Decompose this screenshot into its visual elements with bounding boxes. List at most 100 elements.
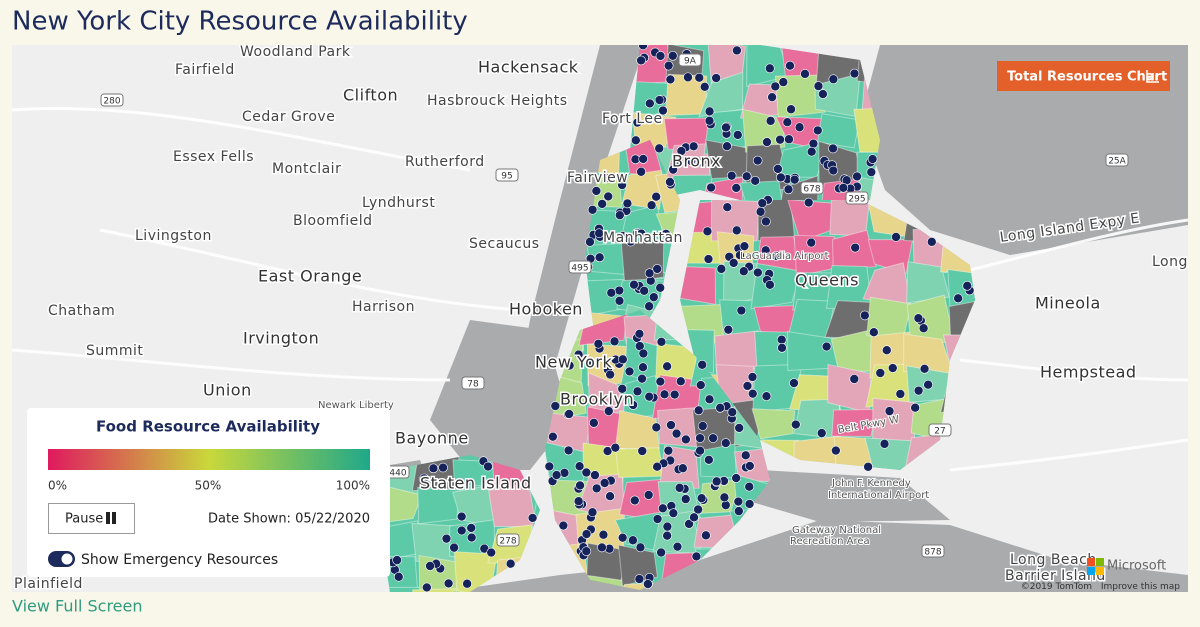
resource-marker — [591, 186, 602, 196]
provider-name: Microsoft — [1107, 559, 1166, 574]
resource-marker — [662, 361, 672, 372]
resource-marker — [644, 301, 654, 312]
route-number: 295 — [848, 195, 865, 205]
resource-marker — [527, 513, 538, 523]
resource-marker — [639, 285, 649, 296]
resource-marker — [828, 143, 838, 154]
button-label[interactable]: Total Resources Chart — [1007, 70, 1167, 85]
route-number: 495 — [571, 264, 588, 274]
resource-marker — [683, 72, 693, 83]
resource-marker — [656, 547, 666, 558]
pause-label[interactable]: Pause — [65, 512, 103, 527]
place-label: Chatham — [48, 303, 115, 319]
legend-gradient — [48, 449, 370, 470]
resource-marker — [760, 245, 771, 256]
resource-marker — [719, 492, 730, 503]
resource-marker — [953, 293, 963, 304]
resource-marker — [755, 206, 766, 217]
road — [969, 218, 1188, 272]
resource-marker — [776, 172, 786, 183]
resource-marker — [563, 445, 574, 456]
resource-marker — [629, 279, 639, 290]
place-label: John F. Kennedy — [831, 478, 911, 489]
resource-marker — [644, 391, 655, 402]
resource-marker — [651, 422, 662, 433]
resource-marker — [628, 400, 638, 410]
place-label: Irvington — [243, 329, 319, 348]
attribution: ©2019 TomTom Improve this map — [1021, 582, 1181, 592]
route-shield — [800, 181, 824, 195]
place-label: Bloomfield — [293, 213, 372, 229]
resource-marker — [703, 254, 714, 264]
resource-marker — [605, 491, 615, 502]
neighborhood — [864, 437, 916, 470]
resource-marker — [559, 468, 570, 478]
resource-marker — [392, 555, 402, 565]
place-label: Gateway National — [792, 525, 881, 536]
resource-marker — [738, 266, 749, 277]
improve-link[interactable]: Improve this map — [1101, 582, 1180, 592]
pause-button[interactable]: Pause — [48, 503, 135, 534]
toggle[interactable] — [48, 551, 75, 567]
resource-marker — [628, 535, 638, 546]
resource-marker — [918, 323, 929, 334]
resource-marker — [652, 461, 662, 472]
resource-marker — [615, 210, 625, 220]
resource-marker — [624, 366, 635, 377]
roads — [12, 106, 1188, 472]
resource-marker — [422, 582, 432, 592]
resource-marker — [655, 51, 666, 61]
resource-marker — [696, 157, 707, 168]
resource-marker — [808, 138, 819, 149]
pause-bg[interactable] — [48, 503, 135, 534]
logo-square — [1096, 567, 1104, 575]
resource-marker — [585, 237, 595, 247]
resource-marker — [665, 177, 675, 187]
place-label: Brooklyn — [560, 390, 634, 409]
resource-marker — [747, 372, 758, 382]
resource-marker — [926, 237, 937, 247]
place-label: Long Beach — [1010, 552, 1097, 568]
resource-marker — [701, 530, 711, 541]
route-shield — [100, 93, 124, 107]
button-bg[interactable] — [997, 61, 1170, 91]
route-shield — [678, 53, 702, 67]
pause-icon — [106, 512, 110, 524]
resource-marker — [869, 327, 879, 338]
resource-marker — [734, 506, 744, 516]
resource-marker — [850, 242, 860, 253]
resource-marker — [723, 324, 734, 335]
resource-marker — [739, 241, 750, 251]
legend-panel: Food Resource Availability 0% 50% 100% P… — [27, 408, 390, 577]
resource-marker — [587, 204, 598, 215]
resource-marker — [691, 551, 702, 562]
resource-marker — [393, 571, 404, 582]
toggle-label[interactable]: Show Emergency Resources — [81, 552, 278, 568]
resource-marker — [667, 50, 678, 61]
resource-marker — [631, 135, 641, 146]
resource-marker — [603, 173, 613, 183]
resource-marker — [689, 512, 699, 523]
full-screen-link[interactable]: View Full Screen — [12, 597, 143, 616]
route-shield — [461, 376, 485, 390]
resource-marker — [618, 354, 628, 365]
place-label: Recreation Area — [790, 536, 870, 547]
place-label: Woodland Park — [240, 44, 351, 60]
neighborhood — [492, 586, 535, 592]
resource-marker — [606, 287, 617, 298]
road — [12, 348, 451, 382]
resource-marker — [548, 431, 558, 442]
neighborhood — [906, 261, 950, 304]
resource-marker — [550, 401, 561, 411]
resource-marker — [652, 514, 663, 524]
chart-button[interactable]: Total Resources Chart — [997, 61, 1170, 91]
road — [99, 228, 521, 312]
neighborhood — [412, 587, 466, 592]
route-number: 280 — [103, 97, 120, 107]
resource-marker — [594, 252, 605, 263]
resource-marker — [722, 141, 732, 152]
water — [745, 470, 950, 522]
resource-marker — [644, 268, 655, 278]
resource-marker — [614, 285, 625, 296]
